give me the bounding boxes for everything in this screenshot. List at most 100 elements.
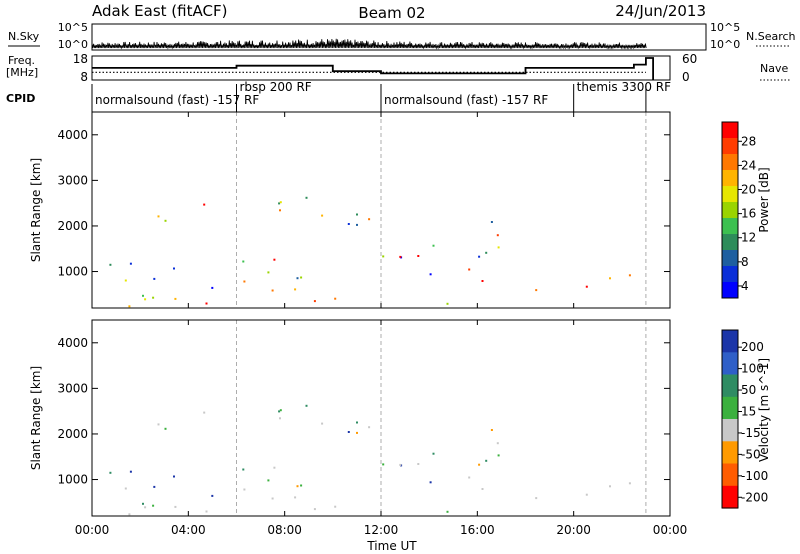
echo-cell	[124, 487, 127, 490]
colorbar-tick-label: -200	[741, 490, 768, 504]
colorbar-step	[722, 186, 738, 203]
power-colorbar: 28 24 20 16 12 8 4	[721, 121, 756, 299]
colorbar-tick-label: -15	[741, 426, 761, 440]
colorbar-step	[722, 122, 738, 139]
echo-cell	[585, 493, 588, 496]
noise-frame	[91, 23, 707, 51]
velocity-echoes	[109, 320, 647, 516]
velocity-colorbar: 200 100 50 15 -15 -50 -100 -200	[721, 329, 768, 509]
echo-cell	[157, 215, 160, 218]
echo-cell	[152, 296, 155, 299]
colorbar-step	[722, 170, 738, 187]
colorbar-step	[722, 202, 738, 219]
echo-cell	[368, 426, 371, 429]
echo-cell	[496, 442, 499, 445]
nsky-label: N.Sky	[8, 30, 40, 43]
noise-tick-top-left: 10^5	[58, 21, 88, 34]
echo-cell	[294, 496, 297, 499]
echo-cell	[273, 258, 276, 261]
echo-cell	[152, 504, 155, 507]
echo-cell	[279, 201, 282, 204]
power-echoes	[109, 112, 647, 308]
echo-cell	[334, 505, 337, 508]
echo-cell	[356, 431, 358, 434]
echo-cell	[429, 481, 432, 484]
cpid-segment-label: themis 3300 RF	[577, 80, 671, 94]
velocity-y-axis: 1000 2000 3000 4000	[57, 336, 670, 487]
colorbar-tick-label: 28	[741, 134, 756, 148]
cpid-segment-label: normalsound (fast) -157 RF	[384, 93, 548, 107]
echo-cell	[157, 423, 160, 426]
echo-cell	[279, 417, 281, 420]
echo-cell	[347, 431, 350, 433]
echo-cell	[628, 482, 631, 485]
echo-cell	[243, 488, 246, 491]
power-colorbar-label: Power [dB]	[757, 167, 771, 232]
echo-cell	[609, 277, 611, 280]
echo-cell	[356, 421, 358, 424]
echo-cell	[205, 510, 208, 513]
echo-cell	[144, 298, 147, 301]
echo-cell	[279, 409, 282, 412]
power-y-axis: 1000 2000 3000 4000	[57, 128, 670, 279]
echo-cell	[432, 452, 435, 455]
noise-panel: N.Sky 10^5 10^0 10^5 10^0 N.Search	[8, 21, 796, 51]
colorbar-tick-label: -100	[741, 469, 768, 483]
nsearch-label: N.Search	[746, 30, 796, 43]
echo-cell	[203, 203, 206, 206]
echo-cell	[321, 422, 324, 425]
echo-cell	[478, 463, 481, 466]
echo-cell	[296, 485, 299, 488]
echo-cell	[211, 286, 214, 289]
freq-tick-bottom: 8	[80, 70, 88, 84]
range-tick-label: 1000	[57, 265, 88, 279]
colorbar-frame	[721, 329, 739, 509]
echo-cell	[609, 485, 611, 488]
freq-label-1: Freq.	[8, 54, 35, 67]
echo-cell	[129, 262, 132, 265]
freq-tick-top: 18	[73, 52, 88, 66]
echo-cell	[124, 279, 127, 282]
echo-cell	[446, 302, 449, 305]
nave-tick-bottom: 0	[682, 70, 690, 84]
echo-cell	[497, 246, 500, 249]
colorbar-tick-label: 100	[741, 362, 764, 376]
echo-cell	[478, 255, 481, 258]
echo-cell	[203, 411, 206, 414]
colorbar-step	[722, 463, 738, 487]
range-tick-label: 3000	[57, 381, 88, 395]
time-tick-label: 08:00	[267, 523, 302, 537]
colorbar-step	[722, 266, 738, 283]
colorbar-step	[722, 330, 738, 353]
echo-cell	[278, 202, 281, 205]
plot-title: Adak East (fitACF)	[92, 2, 227, 20]
nave-label: Nave	[760, 62, 788, 75]
freq-panel: Freq. [MHz] 18 8 60 0 Nave	[6, 52, 790, 84]
echo-cell	[356, 223, 358, 226]
colorbar-step	[722, 396, 738, 420]
power-ylabel: Slant Range [km]	[29, 158, 43, 262]
echo-cell	[432, 244, 435, 247]
echo-cell	[496, 234, 499, 237]
echo-cell	[497, 454, 500, 457]
echo-cell	[271, 497, 274, 500]
colorbar-step	[722, 374, 738, 398]
date-label: 24/Jun/2013	[615, 2, 706, 20]
colorbar-tick-label: 4	[741, 279, 749, 293]
range-tick-label: 2000	[57, 219, 88, 233]
echo-cell	[174, 505, 177, 508]
echo-cell	[468, 268, 471, 271]
nsky-trace	[91, 38, 647, 50]
range-tick-label: 4000	[57, 336, 88, 350]
time-tick-label: 12:00	[364, 523, 399, 537]
echo-cell	[300, 484, 303, 487]
echo-cell	[296, 277, 299, 280]
echo-cell	[585, 285, 588, 288]
echo-cell	[313, 508, 316, 511]
cpid-segment-label: normalsound (fast) -157 RF	[95, 93, 259, 107]
time-tick-label: 20:00	[556, 523, 591, 537]
echo-cell	[128, 513, 131, 516]
echo-cell	[300, 276, 303, 279]
colorbar-step	[722, 154, 738, 171]
